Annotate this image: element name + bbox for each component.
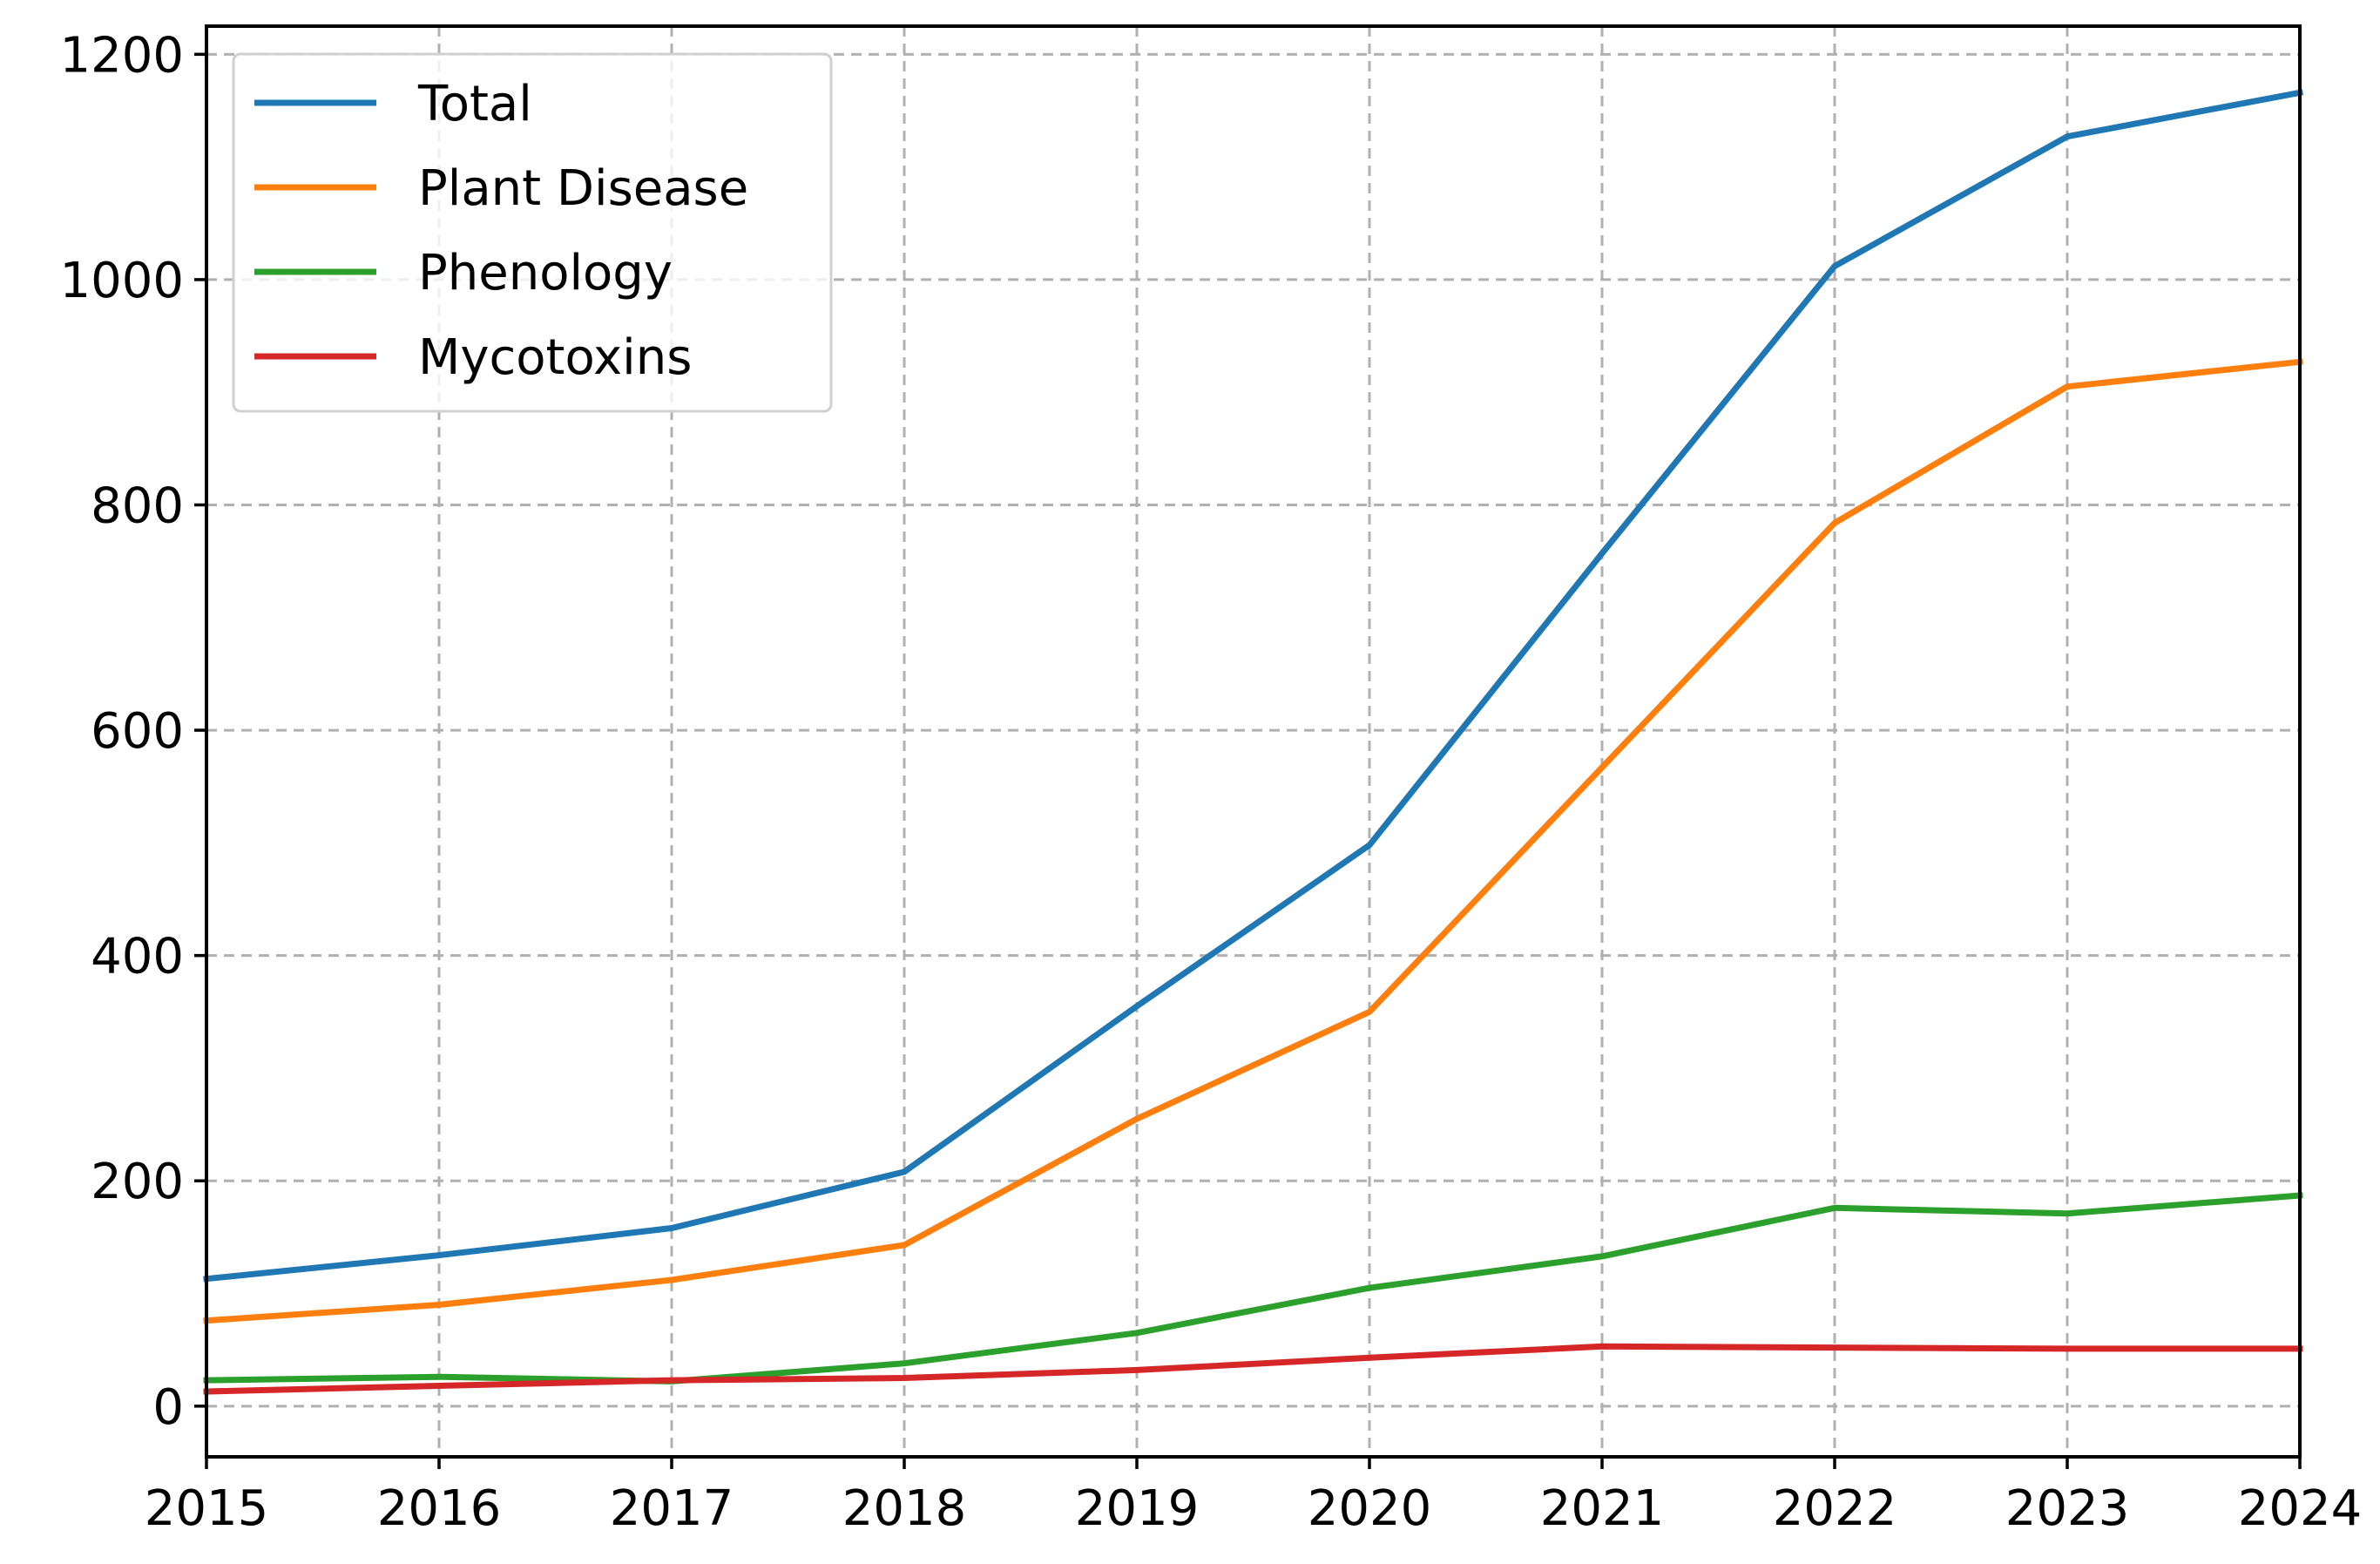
legend-box: [232, 52, 833, 413]
legend-label-mycotoxins: Mycotoxins: [418, 329, 692, 386]
x-tick-label: 2017: [610, 1480, 734, 1537]
legend-label-total: Total: [417, 76, 532, 132]
x-tick-label: 2023: [2005, 1480, 2130, 1537]
y-tick-label: 800: [91, 477, 184, 534]
y-tick-label: 200: [91, 1154, 184, 1210]
series-line-total: [203, 89, 2304, 1283]
legend: Total Plant Disease Phenology Mycotoxins: [232, 52, 833, 413]
series-line-mycotoxins: [203, 1343, 2303, 1395]
y-tick-label: 400: [91, 929, 184, 985]
x-tick-label: 2015: [145, 1480, 269, 1537]
series-lines: [203, 89, 2304, 1395]
x-tick-label: 2024: [2238, 1480, 2363, 1537]
x-tick-label: 2016: [377, 1480, 502, 1537]
series-line-plant-disease: [203, 358, 2303, 1324]
y-tick-label: 0: [152, 1379, 184, 1436]
axis-ticks: 2015 2016 2017 2018 2019 2020 2021 2022 2023 2024…: [59, 27, 2362, 1537]
series-line-phenology: [203, 1192, 2303, 1385]
legend-label-phenology: Phenology: [418, 245, 673, 301]
x-tick-label: 2022: [1773, 1480, 1897, 1537]
y-tick-label: 1200: [59, 27, 184, 84]
x-tick-label: 2020: [1308, 1480, 1432, 1537]
y-tick-label: 1000: [59, 253, 184, 309]
plot-frame: [205, 24, 2302, 1459]
y-tick-label: 600: [91, 703, 184, 760]
x-tick-label: 2018: [842, 1480, 967, 1537]
legend-label-plant-disease: Plant Disease: [418, 160, 748, 217]
x-tick-label: 2021: [1540, 1480, 1665, 1537]
x-tick-label: 2019: [1075, 1480, 1200, 1537]
